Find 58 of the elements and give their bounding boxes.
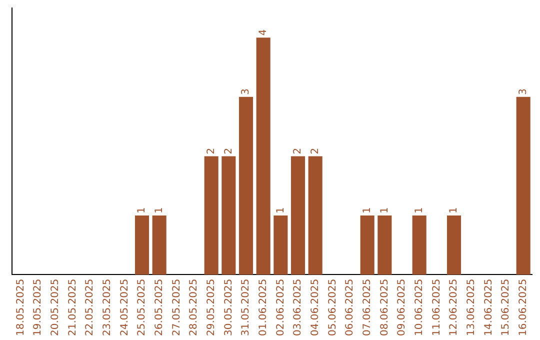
bar: [238, 96, 254, 275]
x-tick-label: 10.06.2025: [414, 278, 425, 336]
data-label: 1: [379, 207, 390, 214]
x-tick-label: 21.05.2025: [67, 278, 78, 336]
data-label: 1: [448, 207, 460, 214]
x-tick-label: 19.05.2025: [32, 278, 44, 336]
x-tick-label: 02.06.2025: [275, 278, 286, 336]
x-tick-label: 23.05.2025: [102, 278, 113, 336]
data-label: 2: [223, 148, 234, 154]
x-tick-label: 07.06.2025: [362, 278, 373, 336]
x-tick-label: 22.05.2025: [84, 278, 96, 336]
bar: [378, 215, 392, 275]
x-tick-label: 18.05.2025: [15, 278, 26, 336]
x-tick-label: 31.05.2025: [240, 278, 252, 336]
bar: [290, 156, 306, 275]
x-tick-label: 01.06.2025: [258, 278, 269, 336]
x-tick-label: 04.06.2025: [310, 278, 321, 336]
bar: [412, 215, 426, 275]
data-label: 3: [240, 88, 252, 95]
bar: [152, 215, 166, 275]
bar: [134, 215, 150, 275]
bar: [446, 215, 462, 275]
x-tick-label: 27.05.2025: [171, 278, 182, 336]
bar: [516, 96, 530, 275]
data-label: 1: [362, 207, 373, 214]
x-tick-label: 16.06.2025: [518, 278, 529, 336]
x-tick-label: 24.05.2025: [119, 278, 130, 336]
data-label: 1: [414, 207, 425, 214]
data-label: 1: [275, 207, 286, 214]
x-tick-label: 05.06.2025: [327, 278, 338, 336]
data-label: 3: [518, 88, 529, 95]
bar: [204, 156, 218, 275]
x-tick-label: 30.05.2025: [223, 278, 234, 336]
x-tick-label: 13.06.2025: [466, 278, 477, 336]
bar: [274, 215, 288, 275]
x-tick-label: 08.06.2025: [379, 278, 390, 336]
bar: [360, 215, 374, 275]
x-tick-label: 25.05.2025: [136, 278, 148, 336]
x-tick-label: 06.06.2025: [344, 278, 356, 336]
data-label: 4: [258, 29, 269, 36]
data-label: 1: [154, 207, 165, 214]
x-tick-label: 12.06.2025: [448, 278, 460, 336]
x-tick-label: 14.06.2025: [483, 278, 494, 336]
x-tick-label: 11.06.2025: [431, 278, 442, 336]
x-tick-label: 20.05.2025: [50, 278, 61, 336]
bar: [308, 156, 322, 275]
x-tick-label: 09.06.2025: [396, 278, 408, 336]
data-label: 1: [136, 207, 148, 214]
data-label: 2: [206, 148, 217, 154]
x-tick-label: 28.05.2025: [188, 278, 200, 336]
x-tick-label: 15.06.2025: [500, 278, 512, 336]
x-tick-label: 29.05.2025: [206, 278, 217, 336]
x-tick-label: 26.05.2025: [154, 278, 165, 336]
data-label: 2: [292, 148, 304, 154]
x-tick-label: 03.06.2025: [292, 278, 304, 336]
bar: [222, 156, 236, 275]
data-label: 2: [310, 148, 321, 154]
bar: [256, 38, 270, 275]
